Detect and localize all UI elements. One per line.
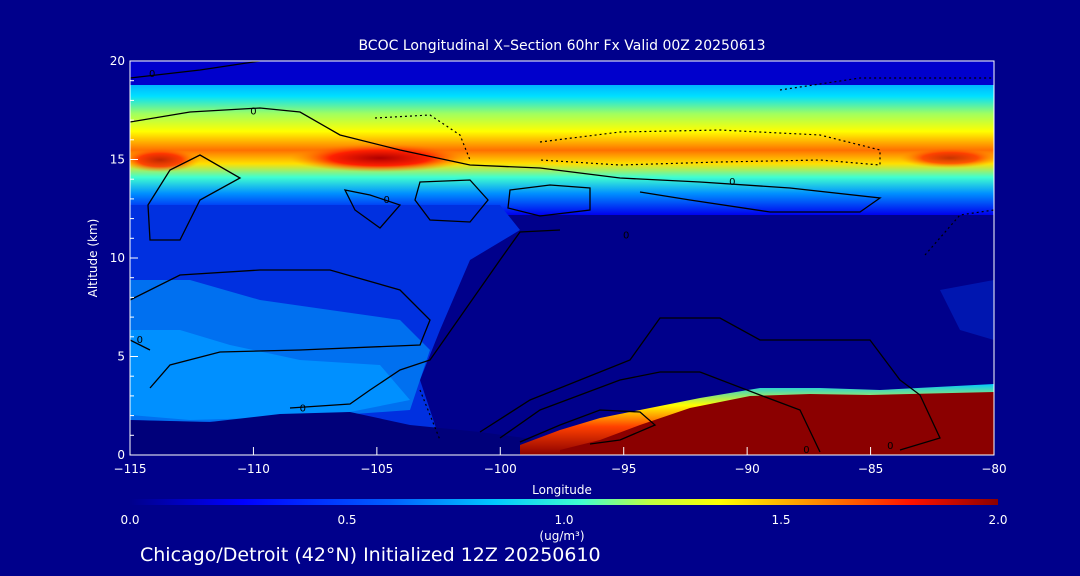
colorbar-tick-label: 1.5 [771,513,790,527]
contour-line [507,184,591,217]
colorbar-tick-label: 0.0 [120,513,139,527]
dotted-contour-line [924,209,994,256]
contour-label: 0 [250,106,256,117]
colorbar [130,499,998,505]
contour-label: 0 [384,195,390,206]
contour-line [289,229,561,409]
x-axis: −115 −110 −105 −100 −95 −90 −85 −80 [114,447,1007,476]
contour-line [499,371,700,439]
heatmap-field [130,61,994,455]
y-axis-label: Altitude (km) [86,219,100,298]
lower-west-core [130,330,410,420]
x-tick-label: −85 [858,462,883,476]
contour-line [343,189,402,229]
y-axis: 0 5 10 15 20 [110,54,138,462]
y-tick-label: 10 [110,251,125,265]
upper-aerosol-layer [130,80,994,215]
x-axis-label: Longitude [532,483,592,497]
colorbar-ticks: 0.0 0.5 1.0 1.5 2.0 [120,513,1007,527]
x-tick-label: −90 [734,462,759,476]
colorbar-tick-label: 0.5 [337,513,356,527]
contour-line [130,61,261,79]
dotted-contour-line [419,389,441,441]
contour-label: 0 [623,230,629,241]
contour-label: 0 [149,69,155,80]
chart-title: BCOC Longitudinal X–Section 60hr Fx Vali… [358,38,765,54]
y-tick-label: 5 [117,350,125,364]
x-tick-label: −115 [114,462,147,476]
dotted-contour-line [779,77,994,91]
contour-label: 0 [887,441,893,452]
negative-contours [374,77,994,441]
contour-line [130,339,151,351]
x-tick-label: −100 [484,462,517,476]
contour-label: 0 [803,445,809,456]
contour-line [699,371,821,453]
contour-line [479,317,941,451]
contour-line [130,107,882,213]
footer-run-info: Chicago/Detroit (42°N) Initialized 12Z 2… [140,544,601,566]
x-tick-label: −95 [611,462,636,476]
colorbar-tick-label: 2.0 [988,513,1007,527]
y-tick-label: 0 [117,448,125,462]
contour-line [414,179,489,223]
upper-layer-west-max [130,148,200,172]
contour-labels: 0 0 0 0 0 0 0 0 0 [137,69,894,456]
contour-line [130,269,431,389]
x-tick-label: −80 [981,462,1006,476]
contour-line [147,154,242,241]
contour-label: 0 [300,404,306,415]
contour-lines [130,61,941,453]
colorbar-unit-label: (ug/m³) [539,529,584,543]
dotted-contour-line [539,129,881,166]
boundary-layer-plume [560,392,994,455]
contour-label: 0 [137,335,143,346]
top-dark-band [130,61,994,85]
upper-layer-east-max [900,148,994,168]
x-tick-label: −105 [360,462,393,476]
x-tick-label: −110 [237,462,270,476]
terrain-mask [130,412,540,455]
contour-label: 0 [729,177,735,188]
y-tick-label: 20 [110,54,125,68]
east-midlevel-patch [940,280,994,340]
contour-line [519,409,657,445]
upper-layer-maximum [290,144,470,172]
y-tick-label: 15 [110,153,125,167]
colorbar-tick-label: 1.0 [554,513,573,527]
